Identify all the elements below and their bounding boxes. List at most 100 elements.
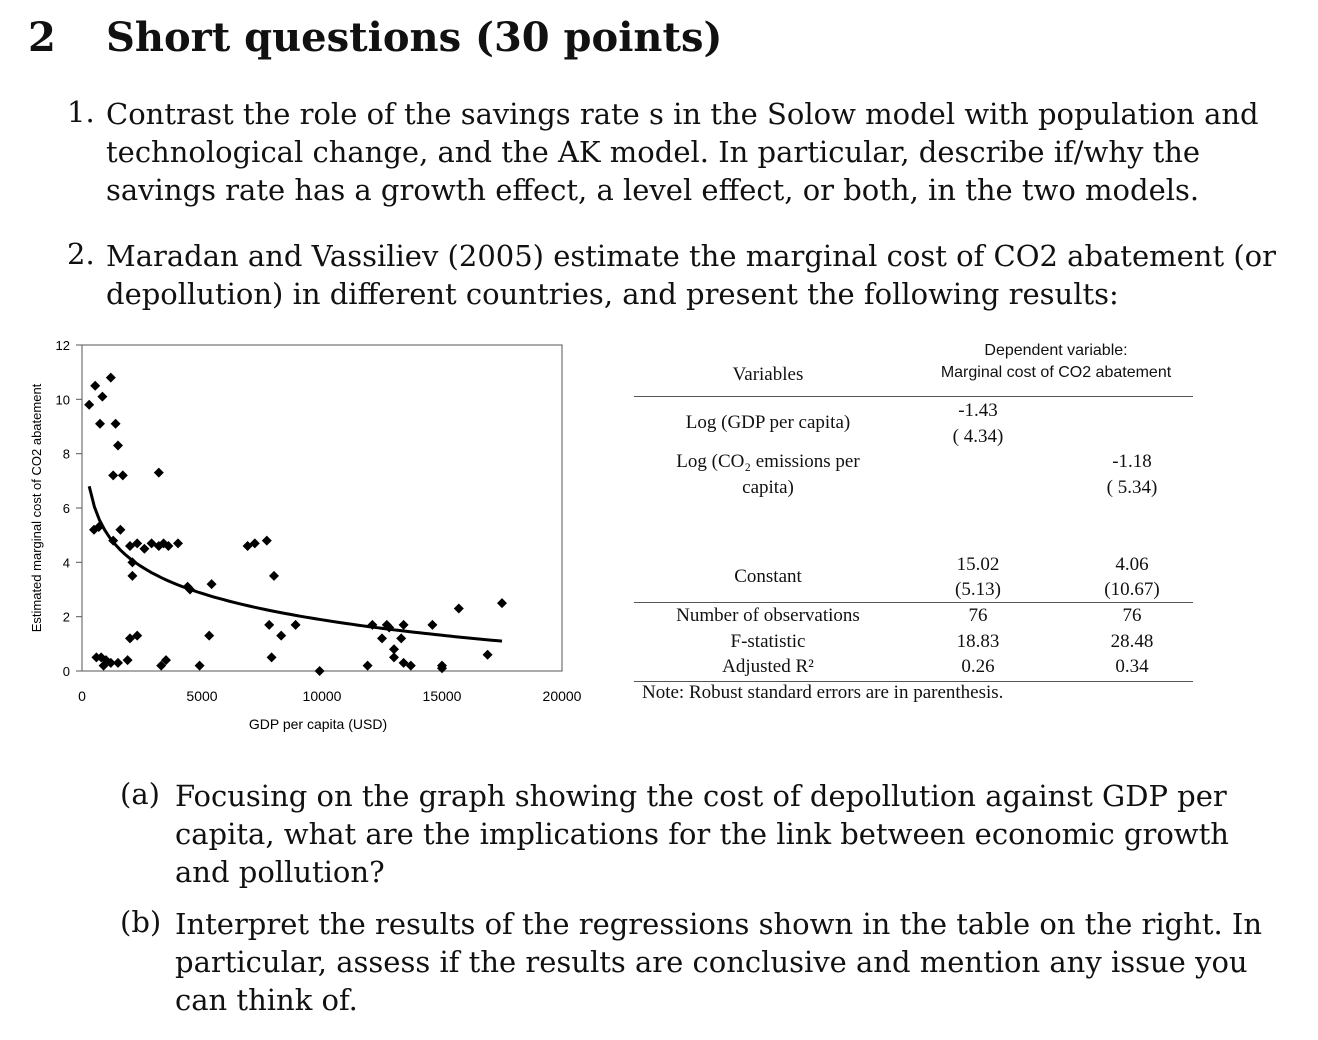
data-point <box>105 657 116 668</box>
data-point <box>204 630 215 641</box>
question-1-line: savings rate has a growth effect, a leve… <box>106 173 1200 207</box>
question-2-text: Maradan and Vassiliev (2005) estimate th… <box>106 237 1276 313</box>
data-point <box>377 633 387 644</box>
data-point <box>497 598 507 609</box>
data-point <box>113 657 123 668</box>
x-tick-label: 0 <box>78 688 86 704</box>
x-axis-label: GDP per capita (USD) <box>249 716 387 732</box>
scatter-chart: 0 2 4 6 8 10 12 0 5000 10000 15000 20000… <box>29 338 582 732</box>
data-point <box>153 541 164 552</box>
data-point <box>269 570 279 581</box>
question-1-line: Contrast the role of the savings rate s … <box>106 97 1259 131</box>
data-point <box>194 660 205 671</box>
table-cell: -1.18 <box>1112 451 1152 472</box>
data-point <box>405 660 416 671</box>
data-point <box>91 652 102 663</box>
table-cell: 0.34 <box>1115 656 1149 677</box>
question-1-number: 1. <box>67 95 95 129</box>
table-cell: -1.43 <box>958 400 998 421</box>
data-point <box>427 619 438 630</box>
table-stat-label: F-statistic <box>730 631 806 652</box>
data-point <box>98 660 109 671</box>
data-point <box>314 666 325 676</box>
table-stat-label: Number of observations <box>676 605 860 626</box>
data-point <box>115 524 126 535</box>
table-cell: (10.67) <box>1104 579 1160 600</box>
subquestion-a-text: Focusing on the graph showing the cost o… <box>175 777 1229 891</box>
table-row-label: capita) <box>742 477 794 498</box>
data-point <box>161 655 171 666</box>
subquestion-a-line: capita, what are the implications for th… <box>175 817 1229 851</box>
table-cell: 28.48 <box>1110 631 1154 652</box>
data-point <box>362 660 373 671</box>
table-cell: 76 <box>968 605 988 626</box>
table-cell: 76 <box>1122 605 1142 626</box>
table-row-label: Log (CO₂ emissions per <box>676 451 860 472</box>
table-note: Note: Robust standard errors are in pare… <box>642 682 1004 703</box>
data-point <box>108 470 119 481</box>
subquestion-a-label: (a) <box>120 777 160 811</box>
data-point <box>249 538 260 549</box>
x-tick-label: 10000 <box>303 688 342 704</box>
data-point <box>173 538 183 549</box>
data-point <box>117 470 128 481</box>
plot-frame <box>81 344 563 672</box>
data-point <box>110 418 121 429</box>
data-point <box>264 619 275 630</box>
data-point <box>266 652 277 663</box>
table-cell: ( 5.34) <box>1106 477 1158 498</box>
subquestion-a-line: and pollution? <box>175 855 385 889</box>
data-point <box>163 541 174 552</box>
table-cell: (5.13) <box>955 579 1001 600</box>
subquestion-b-line: particular, assess if the results are co… <box>175 945 1248 979</box>
data-point <box>261 535 272 546</box>
data-point <box>437 663 447 674</box>
subquestion-b-line: Interpret the results of the regressions… <box>175 907 1263 941</box>
data-point <box>389 652 399 663</box>
question-2-line: Maradan and Vassiliev (2005) estimate th… <box>106 239 1276 273</box>
table-cell: 0.26 <box>961 656 995 677</box>
data-points <box>84 372 507 676</box>
subquestion-b-line: can think of. <box>175 983 358 1017</box>
y-tick-label: 6 <box>63 501 70 516</box>
data-point <box>95 418 105 429</box>
data-point <box>453 603 464 614</box>
y-tick-label: 8 <box>63 447 70 462</box>
table-rule-middle <box>634 602 1193 603</box>
y-tick-label: 2 <box>63 610 70 625</box>
subquestion-b-label: (b) <box>120 905 162 939</box>
question-1-text: Contrast the role of the savings rate s … <box>106 95 1259 209</box>
data-point <box>139 543 150 554</box>
table-cell: 18.83 <box>956 631 1000 652</box>
x-tick-label: 15000 <box>423 688 462 704</box>
data-point <box>127 557 138 568</box>
table-header-variables: Variables <box>732 364 804 385</box>
table-cell: ( 4.34) <box>952 426 1004 447</box>
data-point <box>389 644 399 655</box>
x-tick-label: 20000 <box>543 688 582 704</box>
data-point <box>290 619 301 630</box>
data-point <box>398 619 409 630</box>
table-cell: 4.06 <box>1115 554 1149 575</box>
y-axis-label: Estimated marginal cost of CO2 abatement <box>29 383 44 632</box>
data-point <box>113 440 123 451</box>
fit-curve <box>87 485 503 643</box>
table-rule-bottom <box>634 681 1193 682</box>
y-tick-label: 12 <box>56 338 70 353</box>
y-tick-label: 0 <box>63 664 70 679</box>
question-2-line: depollution) in different countries, and… <box>106 277 1119 311</box>
data-point <box>396 633 407 644</box>
data-point <box>132 538 143 549</box>
y-axis-ticks: 0 2 4 6 8 10 12 <box>56 338 82 679</box>
table-stat-label: Adjusted R² <box>722 656 814 677</box>
table-row-label: Constant <box>734 566 802 587</box>
regression-table: Dependent variable: Marginal cost of CO2… <box>634 336 1194 706</box>
data-point <box>122 655 133 666</box>
data-point <box>242 541 253 552</box>
data-point <box>127 570 138 581</box>
y-tick-label: 10 <box>56 392 70 407</box>
x-axis-ticks: 0 5000 10000 15000 20000 <box>78 688 582 704</box>
data-point <box>276 630 287 641</box>
subquestion-b-text: Interpret the results of the regressions… <box>175 905 1263 1019</box>
data-point <box>482 649 493 660</box>
